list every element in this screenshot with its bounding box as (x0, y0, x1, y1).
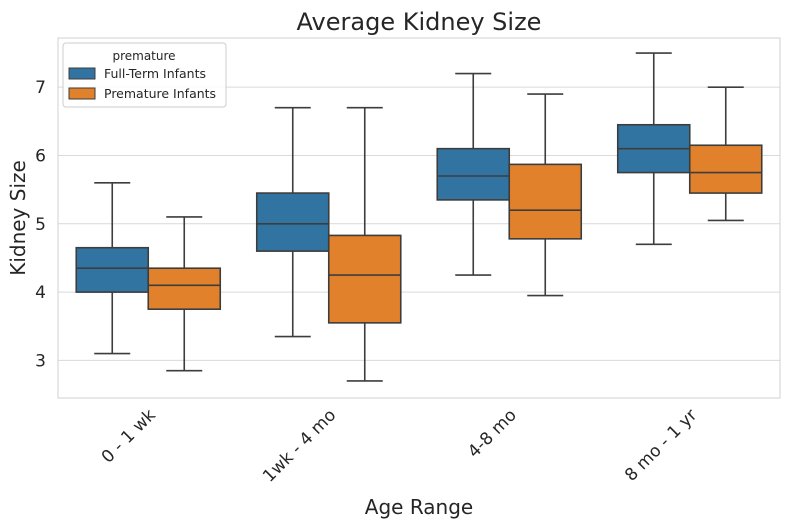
legend-label-premature: Premature Infants (104, 86, 216, 101)
x-axis-label: Age Range (365, 495, 473, 519)
y-tick-label: 4 (35, 283, 46, 303)
box-series (75, 52, 763, 382)
iqr-box (508, 163, 583, 240)
legend-frame (62, 42, 227, 108)
legend: premature Full-Term Infants Premature In… (62, 42, 227, 108)
box-premature (508, 93, 583, 297)
iqr-box (147, 267, 222, 310)
box-full-term (616, 52, 691, 246)
x-tick-label: 8 mo - 1 yr (621, 405, 701, 485)
box-premature (688, 86, 763, 222)
legend-title: premature (112, 49, 175, 63)
y-tick-label: 7 (35, 78, 46, 98)
x-tick-label: 0 - 1 wk (98, 405, 160, 467)
legend-swatch-premature (68, 87, 96, 100)
y-axis-label: Kidney Size (6, 160, 30, 276)
legend-swatch-full-term (68, 67, 96, 80)
iqr-box (255, 192, 330, 252)
box-full-term (436, 72, 511, 276)
box-full-term (75, 182, 150, 355)
box-full-term (255, 106, 330, 338)
box-premature (147, 216, 222, 372)
y-tick-labels: 3 4 5 6 7 (35, 78, 46, 371)
x-tick-label: 4-8 mo (464, 405, 521, 462)
iqr-box (327, 234, 402, 324)
box-premature (327, 106, 402, 382)
chart-title: Average Kidney Size (297, 8, 542, 36)
iqr-box (75, 246, 150, 293)
legend-label-full-term: Full-Term Infants (104, 66, 206, 81)
plot-area-frame (57, 37, 781, 399)
iqr-box (688, 144, 763, 194)
y-tick-label: 5 (35, 215, 46, 235)
x-tick-labels: 0 - 1 wk 1wk - 4 mo 4-8 mo 8 mo - 1 yr (98, 405, 702, 486)
y-tick-label: 6 (35, 146, 46, 166)
y-tick-label: 3 (35, 351, 46, 371)
x-tick-label: 1wk - 4 mo (259, 405, 340, 486)
iqr-box (436, 147, 511, 201)
